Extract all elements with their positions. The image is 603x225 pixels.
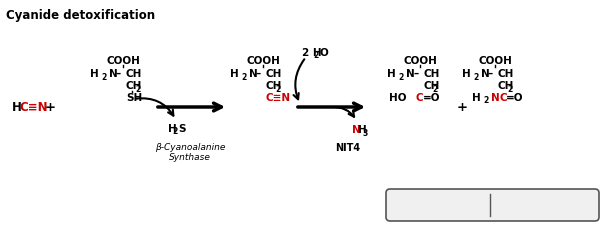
Text: COOH: COOH [106, 56, 140, 66]
Text: 2: 2 [432, 84, 438, 93]
Text: H: H [472, 93, 481, 103]
Text: 2: 2 [136, 84, 140, 93]
Text: H: H [387, 69, 396, 79]
Text: C: C [416, 93, 424, 103]
Text: 2: 2 [314, 51, 318, 60]
Text: S: S [178, 124, 186, 133]
Text: N: N [109, 69, 118, 79]
Text: H: H [168, 124, 177, 133]
Text: H: H [90, 69, 99, 79]
Text: COOH: COOH [478, 56, 512, 66]
Text: =O: =O [506, 93, 523, 103]
Text: 2: 2 [473, 72, 479, 81]
Text: C: C [499, 93, 507, 103]
Text: 2: 2 [276, 84, 280, 93]
Text: NIT4: NIT4 [335, 142, 360, 152]
Text: =O: =O [423, 93, 441, 103]
Text: +: + [456, 101, 467, 114]
Text: C≡N: C≡N [266, 93, 291, 103]
Text: +: + [45, 101, 56, 114]
Text: Download in:  72 dpi: Download in: 72 dpi [388, 201, 482, 209]
Text: CH: CH [266, 69, 282, 79]
Text: 300 dpi: 300 dpi [518, 201, 552, 209]
Text: C≡N: C≡N [19, 101, 48, 114]
Text: CH: CH [126, 69, 142, 79]
Text: HO: HO [388, 93, 406, 103]
Text: Cyanide detoxification: Cyanide detoxification [6, 9, 155, 22]
Text: 2: 2 [399, 72, 403, 81]
Text: –: – [256, 69, 261, 79]
Text: COOH: COOH [246, 56, 280, 66]
Text: H: H [463, 69, 471, 79]
Text: –: – [116, 69, 121, 79]
Text: Synthase: Synthase [169, 152, 211, 161]
Text: H: H [12, 101, 22, 114]
Text: H: H [358, 124, 367, 134]
Text: CH: CH [498, 69, 514, 79]
Text: 2: 2 [172, 127, 178, 136]
Text: 2: 2 [241, 72, 247, 81]
Text: CH: CH [423, 69, 440, 79]
Text: –: – [488, 69, 493, 79]
Text: COOH: COOH [403, 56, 437, 66]
Text: N: N [406, 69, 415, 79]
FancyBboxPatch shape [386, 189, 599, 221]
Text: SH: SH [126, 93, 142, 103]
Text: N: N [481, 69, 490, 79]
Text: N: N [352, 124, 361, 134]
Text: 2: 2 [101, 72, 107, 81]
Text: H: H [230, 69, 239, 79]
Text: CH: CH [266, 81, 282, 91]
Text: 3: 3 [362, 128, 368, 137]
Text: β-Cyanoalanine: β-Cyanoalanine [155, 143, 225, 152]
Text: N: N [491, 93, 500, 103]
Text: 2 H: 2 H [302, 48, 321, 58]
Text: 2: 2 [484, 96, 488, 105]
Text: O: O [319, 48, 328, 58]
Text: –: – [413, 69, 418, 79]
Text: N: N [249, 69, 257, 79]
Text: CH: CH [423, 81, 440, 91]
Text: 2: 2 [507, 84, 513, 93]
Text: CH: CH [498, 81, 514, 91]
Text: CH: CH [126, 81, 142, 91]
